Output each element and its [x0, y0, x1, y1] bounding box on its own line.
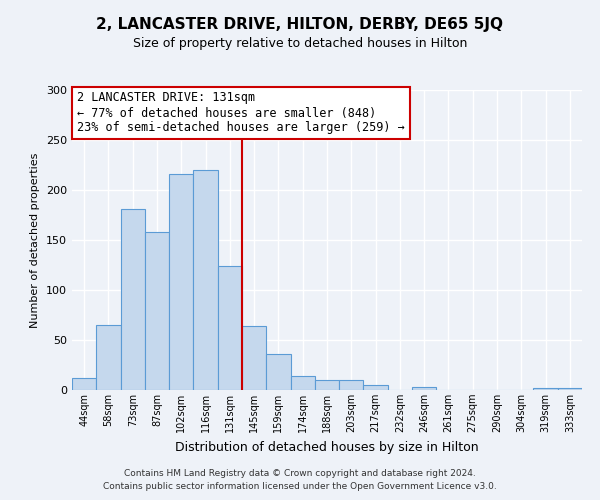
Bar: [339, 380, 364, 390]
Bar: [290, 376, 315, 390]
Bar: [315, 380, 339, 390]
Bar: [193, 170, 218, 390]
Text: Contains public sector information licensed under the Open Government Licence v3: Contains public sector information licen…: [103, 482, 497, 491]
Bar: [169, 174, 193, 390]
Bar: [364, 385, 388, 390]
Text: 2 LANCASTER DRIVE: 131sqm
← 77% of detached houses are smaller (848)
23% of semi: 2 LANCASTER DRIVE: 131sqm ← 77% of detac…: [77, 92, 405, 134]
Y-axis label: Number of detached properties: Number of detached properties: [31, 152, 40, 328]
Bar: [242, 326, 266, 390]
Bar: [72, 378, 96, 390]
Text: Size of property relative to detached houses in Hilton: Size of property relative to detached ho…: [133, 38, 467, 51]
Text: Contains HM Land Registry data © Crown copyright and database right 2024.: Contains HM Land Registry data © Crown c…: [124, 468, 476, 477]
Bar: [533, 388, 558, 390]
Bar: [96, 325, 121, 390]
Bar: [266, 354, 290, 390]
Text: 2, LANCASTER DRIVE, HILTON, DERBY, DE65 5JQ: 2, LANCASTER DRIVE, HILTON, DERBY, DE65 …: [97, 18, 503, 32]
X-axis label: Distribution of detached houses by size in Hilton: Distribution of detached houses by size …: [175, 440, 479, 454]
Bar: [412, 387, 436, 390]
Bar: [145, 232, 169, 390]
Bar: [218, 266, 242, 390]
Bar: [121, 209, 145, 390]
Bar: [558, 388, 582, 390]
